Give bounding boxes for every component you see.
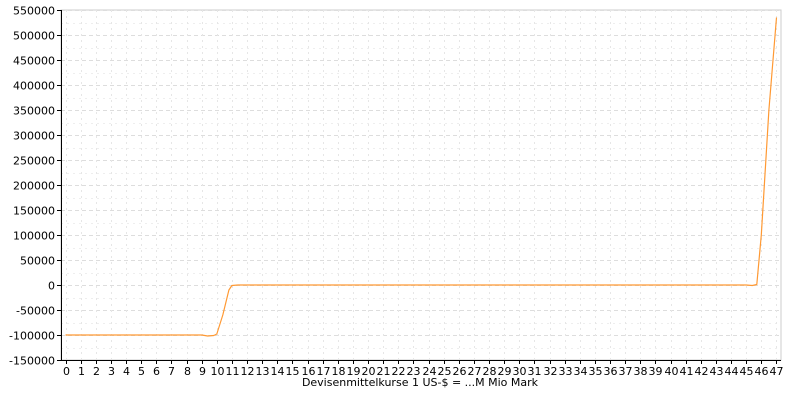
y-tick-label: 150000 — [13, 205, 55, 218]
x-tick-label: 2 — [93, 365, 100, 378]
y-tick-label: 450000 — [13, 55, 55, 68]
x-tick-label: 34 — [574, 365, 588, 378]
x-tick-label: 24 — [423, 365, 437, 378]
x-axis-title: Devisenmittelkurse 1 US-$ = ...M Mio Mar… — [302, 376, 539, 389]
x-tick-label: 9 — [199, 365, 206, 378]
x-tick-label: 43 — [710, 365, 724, 378]
x-tick-label: 17 — [317, 365, 331, 378]
x-tick-label: 46 — [755, 365, 769, 378]
y-tick-label: 350000 — [13, 105, 55, 118]
axis-layer: -150000-100000-5000005000010000015000020… — [9, 5, 783, 379]
y-tick-label: 0 — [48, 280, 55, 293]
x-tick-label: 40 — [665, 365, 679, 378]
x-tick-label: 35 — [589, 365, 603, 378]
x-tick-label: 42 — [695, 365, 709, 378]
x-tick-label: 0 — [63, 365, 70, 378]
x-tick-label: 21 — [377, 365, 391, 378]
x-tick-label: 6 — [153, 365, 160, 378]
y-tick-label: 300000 — [13, 130, 55, 143]
x-tick-label: 44 — [725, 365, 739, 378]
x-tick-label: 20 — [362, 365, 376, 378]
x-tick-label: 18 — [332, 365, 346, 378]
x-tick-label: 10 — [211, 365, 225, 378]
x-tick-label: 28 — [483, 365, 497, 378]
x-tick-label: 32 — [544, 365, 558, 378]
y-tick-label: 250000 — [13, 155, 55, 168]
x-tick-label: 30 — [513, 365, 527, 378]
x-tick-label: 19 — [347, 365, 361, 378]
y-tick-label: -150000 — [9, 355, 55, 368]
x-tick-label: 39 — [649, 365, 663, 378]
y-tick-label: 550000 — [13, 5, 55, 18]
x-tick-label: 3 — [108, 365, 115, 378]
x-tick-label: 29 — [498, 365, 512, 378]
y-tick-label: 100000 — [13, 230, 55, 243]
x-tick-label: 33 — [559, 365, 573, 378]
x-tick-label: 26 — [453, 365, 467, 378]
x-tick-label: 22 — [392, 365, 406, 378]
x-tick-label: 4 — [123, 365, 130, 378]
x-tick-label: 25 — [438, 365, 452, 378]
x-tick-label: 11 — [226, 365, 240, 378]
x-tick-label: 14 — [271, 365, 285, 378]
x-tick-label: 47 — [770, 365, 784, 378]
x-tick-label: 13 — [256, 365, 270, 378]
x-tick-label: 36 — [604, 365, 618, 378]
y-tick-label: -50000 — [16, 305, 55, 318]
x-tick-label: 5 — [138, 365, 145, 378]
x-tick-label: 8 — [184, 365, 191, 378]
x-tick-label: 16 — [302, 365, 316, 378]
x-tick-label: 1 — [78, 365, 85, 378]
x-tick-label: 41 — [680, 365, 694, 378]
x-tick-label: 27 — [468, 365, 482, 378]
x-tick-label: 37 — [619, 365, 633, 378]
x-tick-label: 38 — [634, 365, 648, 378]
y-tick-label: 50000 — [20, 255, 55, 268]
series-layer — [65, 17, 778, 337]
x-tick-label: 15 — [286, 365, 300, 378]
y-tick-label: 400000 — [13, 80, 55, 93]
x-tick-label: 23 — [407, 365, 421, 378]
y-tick-label: 500000 — [13, 30, 55, 43]
y-tick-label: 200000 — [13, 180, 55, 193]
series-line — [65, 17, 778, 337]
x-tick-label: 12 — [241, 365, 255, 378]
x-tick-label: 7 — [168, 365, 175, 378]
x-tick-label: 45 — [740, 365, 754, 378]
x-tick-label: 31 — [528, 365, 542, 378]
grid-layer — [60, 9, 782, 361]
y-tick-label: -100000 — [9, 330, 55, 343]
